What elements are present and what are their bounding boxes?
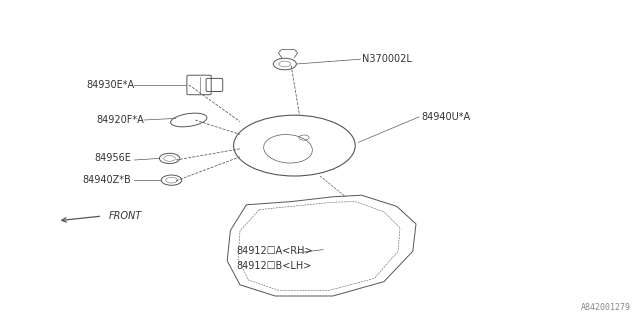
Text: A842001279: A842001279 xyxy=(580,303,630,312)
Text: N370002L: N370002L xyxy=(362,54,412,64)
Text: 84956E: 84956E xyxy=(94,153,131,164)
Text: 84920F*A: 84920F*A xyxy=(96,115,144,125)
Text: 84930E*A: 84930E*A xyxy=(86,80,134,90)
Text: 84940U*A: 84940U*A xyxy=(421,112,470,122)
Text: FRONT: FRONT xyxy=(109,211,142,221)
Text: 84940Z*B: 84940Z*B xyxy=(83,175,131,185)
Text: 84912☐B<LH>: 84912☐B<LH> xyxy=(237,261,312,271)
Text: 84912☐A<RH>: 84912☐A<RH> xyxy=(237,246,314,256)
